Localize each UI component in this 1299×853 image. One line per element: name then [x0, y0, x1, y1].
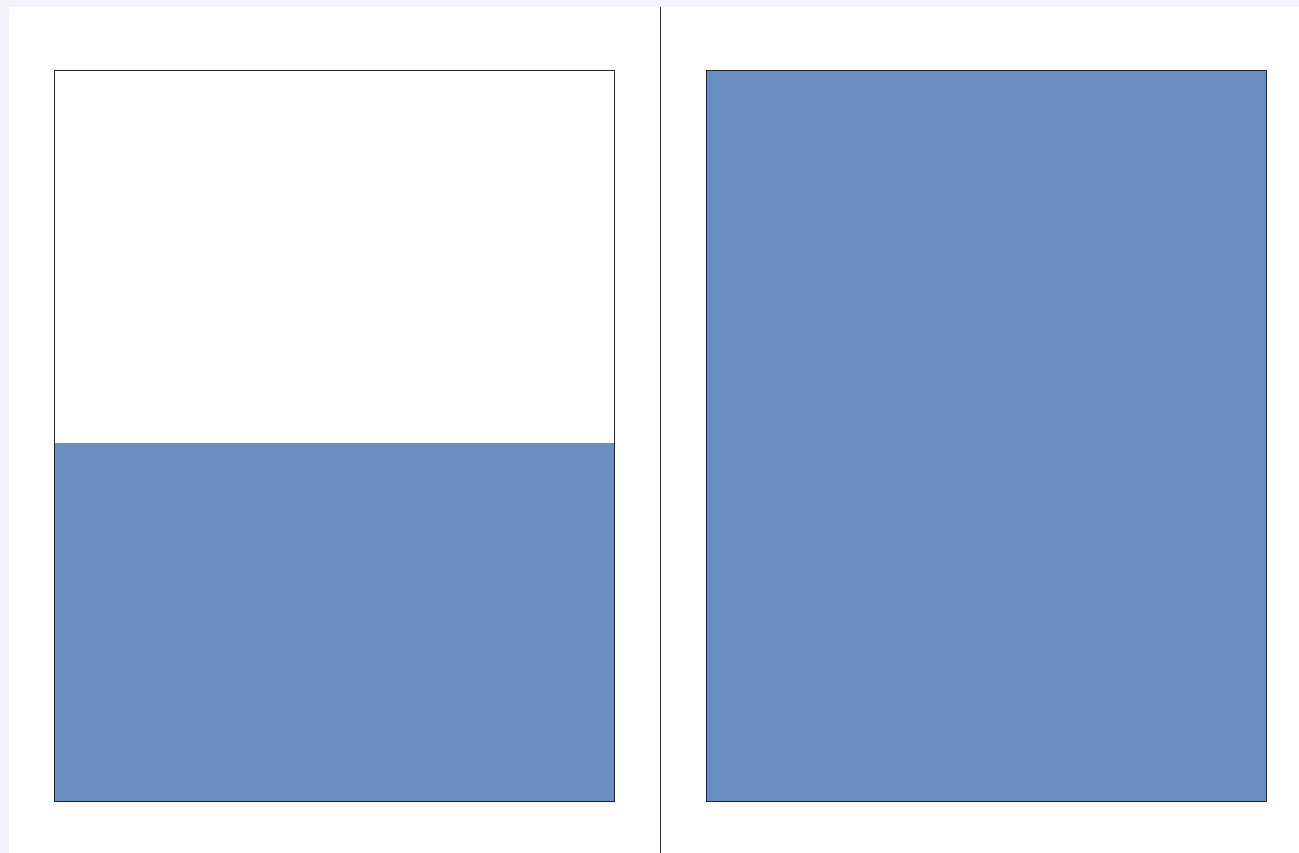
right-panel-fill [707, 71, 1266, 801]
vertical-divider [660, 7, 661, 853]
left-panel-fill [55, 443, 614, 801]
canvas [9, 7, 1299, 853]
right-panel [706, 70, 1267, 802]
left-panel [54, 70, 615, 802]
